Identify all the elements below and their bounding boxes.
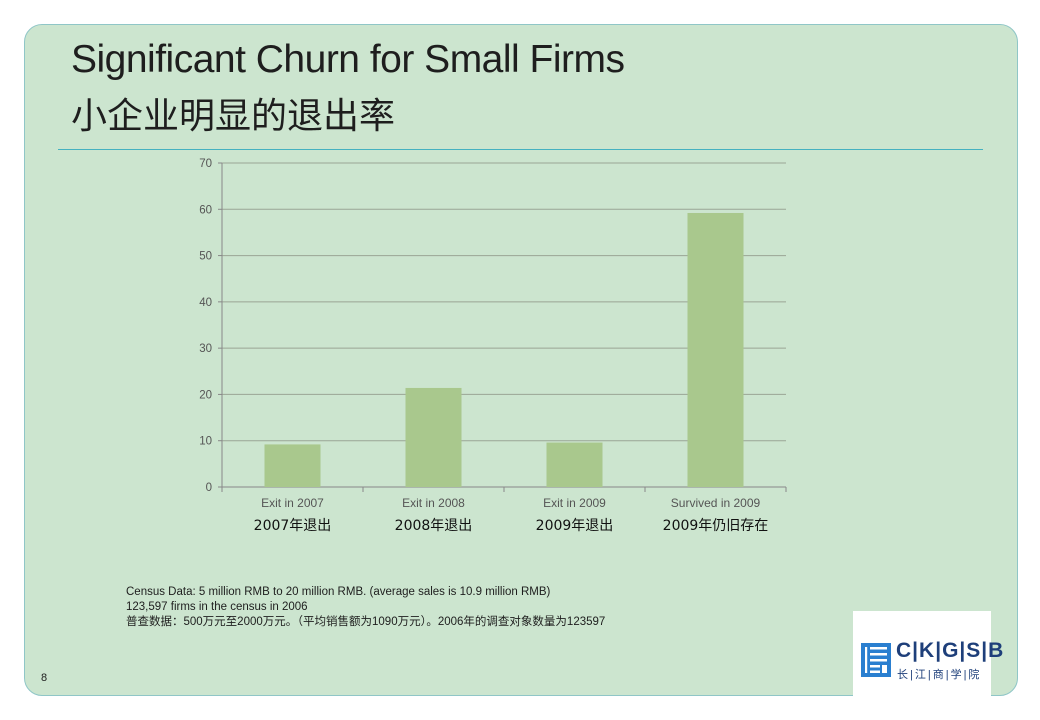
y-tick-label: 20: [199, 389, 212, 401]
census-notes: Census Data: 5 million RMB to 20 million…: [126, 585, 605, 630]
y-tick-label: 10: [199, 436, 212, 448]
x-category-label-cn: 2009年退出: [536, 518, 614, 534]
bar: [405, 387, 462, 487]
y-tick-label: 40: [199, 297, 212, 309]
bar: [687, 212, 744, 487]
title-divider: [58, 149, 983, 150]
y-tick-label: 70: [199, 158, 212, 170]
slide-title-chinese: 小企业明显的退出率: [71, 95, 396, 136]
x-category-label: Survived in 2009: [671, 496, 761, 510]
slide-title-english: Significant Churn for Small Firms: [71, 38, 625, 81]
ckgsb-logo-text: C|K|G|S|B: [896, 639, 1005, 662]
bar-chart: 0 10 20 30 40 50 60 70 Exit in 2007 2007年退出 Exit i…: [199, 158, 787, 534]
note-line-1: Census Data: 5 million RMB to 20 million…: [126, 586, 551, 598]
ckgsb-logo: C|K|G|S|B 长|江|商|学|院: [853, 611, 1003, 709]
y-tick-label: 50: [199, 251, 212, 263]
y-tick-label: 60: [199, 204, 212, 216]
ckgsb-logo-chinese: 长|江|商|学|院: [897, 669, 982, 681]
note-line-2: 123,597 firms in the census in 2006: [126, 601, 308, 613]
x-category-label-cn: 2009年仍旧存在: [663, 518, 769, 534]
x-category-label-cn: 2007年退出: [254, 518, 332, 534]
page-number: 8: [41, 672, 48, 684]
bar: [264, 444, 321, 487]
x-category-label: Exit in 2007: [261, 496, 324, 510]
x-category-label: Exit in 2008: [402, 496, 465, 510]
ckgsb-emblem-icon: [861, 643, 891, 677]
y-tick-label: 30: [199, 343, 212, 355]
y-tick-label: 0: [206, 482, 212, 494]
x-category-label-cn: 2008年退出: [395, 518, 473, 534]
bar: [546, 442, 603, 487]
slide-panel: Significant Churn for Small Firms 小企业明显的…: [24, 24, 1018, 709]
x-category-label: Exit in 2009: [543, 496, 606, 510]
note-line-3: 普查数据：500万元至2000万元。（平均销售额为1090万元）。2006年的调…: [126, 616, 606, 628]
